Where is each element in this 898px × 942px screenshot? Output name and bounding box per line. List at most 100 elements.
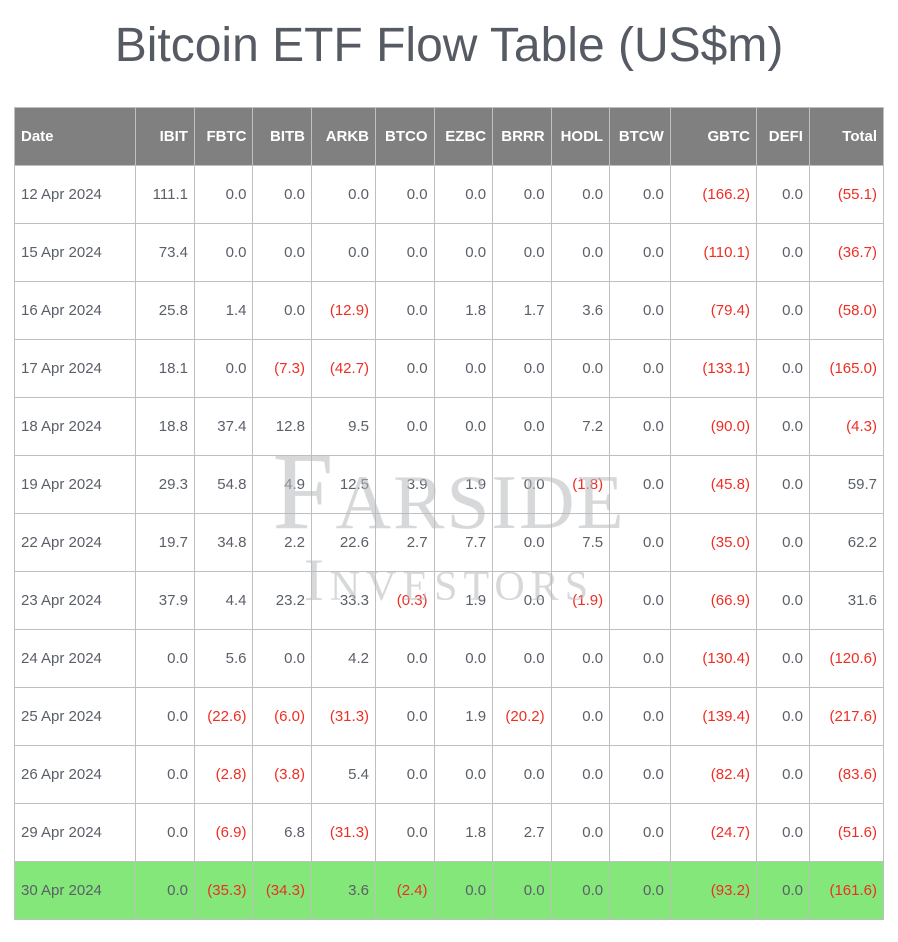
value-cell: 0.0	[136, 804, 195, 862]
table-row: 26 Apr 20240.0(2.8)(3.8)5.40.00.00.00.00…	[15, 746, 884, 804]
value-cell: 0.0	[756, 746, 809, 804]
column-header: BITB	[253, 108, 312, 166]
column-header: GBTC	[670, 108, 756, 166]
value-cell: 31.6	[809, 572, 883, 630]
page-title: Bitcoin ETF Flow Table (US$m)	[0, 0, 898, 107]
value-cell: 0.0	[756, 630, 809, 688]
value-cell: (6.0)	[253, 688, 312, 746]
table-container: Farside Investors DateIBITFBTCBITBARKBBT…	[0, 107, 898, 924]
value-cell: (2.8)	[194, 746, 253, 804]
value-cell: 0.0	[376, 340, 435, 398]
value-cell: 0.0	[756, 572, 809, 630]
value-cell: 1.4	[194, 282, 253, 340]
value-cell: 0.0	[756, 224, 809, 282]
column-header: BRRR	[493, 108, 552, 166]
value-cell: 0.0	[551, 340, 610, 398]
value-cell: 0.0	[376, 398, 435, 456]
value-cell: 33.3	[312, 572, 376, 630]
date-cell: 24 Apr 2024	[15, 630, 136, 688]
value-cell: 54.8	[194, 456, 253, 514]
column-header: FBTC	[194, 108, 253, 166]
value-cell: 1.9	[434, 572, 493, 630]
value-cell: 0.0	[493, 514, 552, 572]
value-cell: (79.4)	[670, 282, 756, 340]
value-cell: 3.6	[551, 282, 610, 340]
value-cell: (165.0)	[809, 340, 883, 398]
table-row: 12 Apr 2024111.10.00.00.00.00.00.00.00.0…	[15, 166, 884, 224]
table-row: 17 Apr 202418.10.0(7.3)(42.7)0.00.00.00.…	[15, 340, 884, 398]
value-cell: 0.0	[610, 398, 671, 456]
value-cell: (55.1)	[809, 166, 883, 224]
value-cell: 5.6	[194, 630, 253, 688]
value-cell: 7.2	[551, 398, 610, 456]
value-cell: 0.0	[253, 630, 312, 688]
value-cell: 0.0	[136, 630, 195, 688]
date-cell: 12 Apr 2024	[15, 166, 136, 224]
column-header: EZBC	[434, 108, 493, 166]
value-cell: (139.4)	[670, 688, 756, 746]
value-cell: 0.0	[376, 804, 435, 862]
value-cell: 0.0	[610, 572, 671, 630]
value-cell: 0.0	[551, 630, 610, 688]
value-cell: 0.0	[756, 282, 809, 340]
column-header: ARKB	[312, 108, 376, 166]
value-cell: 0.0	[610, 224, 671, 282]
date-cell: 22 Apr 2024	[15, 514, 136, 572]
value-cell: 0.0	[610, 630, 671, 688]
date-cell: 23 Apr 2024	[15, 572, 136, 630]
value-cell: 0.0	[551, 688, 610, 746]
value-cell: 1.9	[434, 456, 493, 514]
value-cell: 0.0	[434, 746, 493, 804]
value-cell: (51.6)	[809, 804, 883, 862]
value-cell: 0.0	[376, 746, 435, 804]
value-cell: 0.0	[253, 282, 312, 340]
value-cell: 3.9	[376, 456, 435, 514]
value-cell: 1.8	[434, 282, 493, 340]
date-cell: 29 Apr 2024	[15, 804, 136, 862]
value-cell: 0.0	[756, 862, 809, 920]
value-cell: 0.0	[610, 282, 671, 340]
value-cell: 0.0	[376, 166, 435, 224]
value-cell: 0.0	[551, 862, 610, 920]
value-cell: (35.3)	[194, 862, 253, 920]
value-cell: 0.0	[610, 456, 671, 514]
column-header: Date	[15, 108, 136, 166]
column-header: HODL	[551, 108, 610, 166]
value-cell: 18.1	[136, 340, 195, 398]
value-cell: 12.8	[253, 398, 312, 456]
table-row: 25 Apr 20240.0(22.6)(6.0)(31.3)0.01.9(20…	[15, 688, 884, 746]
value-cell: 0.0	[434, 630, 493, 688]
value-cell: 0.0	[253, 224, 312, 282]
value-cell: 0.0	[434, 340, 493, 398]
value-cell: 37.4	[194, 398, 253, 456]
value-cell: 19.7	[136, 514, 195, 572]
value-cell: (35.0)	[670, 514, 756, 572]
value-cell: (83.6)	[809, 746, 883, 804]
value-cell: 2.7	[376, 514, 435, 572]
table-row: 30 Apr 20240.0(35.3)(34.3)3.6(2.4)0.00.0…	[15, 862, 884, 920]
column-header: IBIT	[136, 108, 195, 166]
value-cell: (161.6)	[809, 862, 883, 920]
table-row: 23 Apr 202437.94.423.233.3(0.3)1.90.0(1.…	[15, 572, 884, 630]
value-cell: 111.1	[136, 166, 195, 224]
value-cell: (166.2)	[670, 166, 756, 224]
value-cell: (42.7)	[312, 340, 376, 398]
table-row: 16 Apr 202425.81.40.0(12.9)0.01.81.73.60…	[15, 282, 884, 340]
value-cell: 0.0	[194, 340, 253, 398]
value-cell: 0.0	[493, 398, 552, 456]
value-cell: 0.0	[610, 862, 671, 920]
value-cell: 0.0	[493, 166, 552, 224]
table-row: 18 Apr 202418.837.412.89.50.00.00.07.20.…	[15, 398, 884, 456]
value-cell: (2.4)	[376, 862, 435, 920]
flow-table: DateIBITFBTCBITBARKBBTCOEZBCBRRRHODLBTCW…	[14, 107, 884, 920]
value-cell: 73.4	[136, 224, 195, 282]
value-cell: (110.1)	[670, 224, 756, 282]
value-cell: 12.5	[312, 456, 376, 514]
value-cell: (130.4)	[670, 630, 756, 688]
value-cell: 0.0	[253, 166, 312, 224]
value-cell: 7.5	[551, 514, 610, 572]
value-cell: 0.0	[610, 340, 671, 398]
value-cell: 37.9	[136, 572, 195, 630]
value-cell: 18.8	[136, 398, 195, 456]
table-row: 19 Apr 202429.354.84.912.53.91.90.0(1.8)…	[15, 456, 884, 514]
